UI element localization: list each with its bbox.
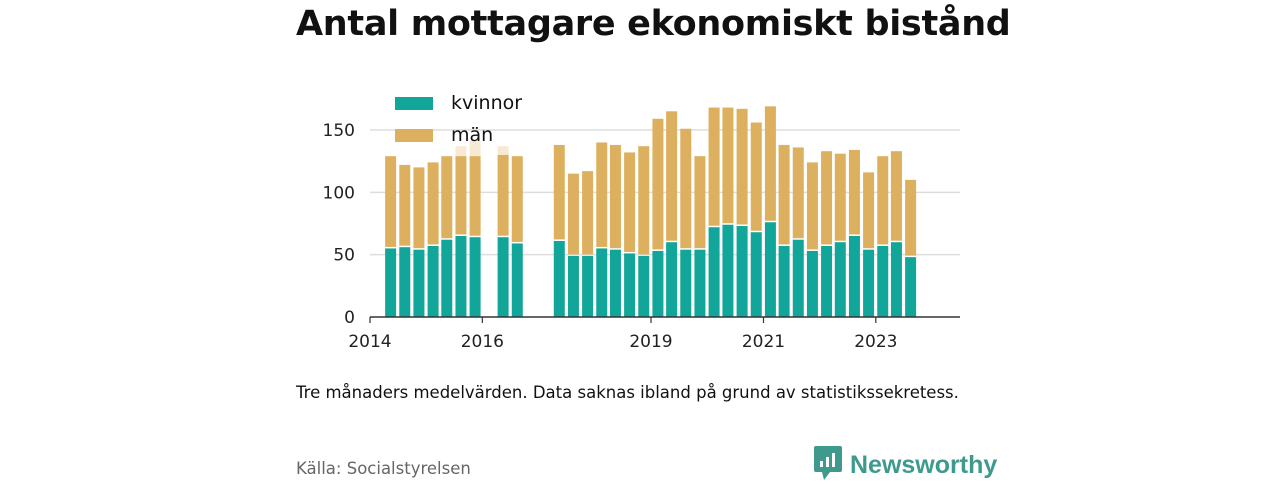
bar-kvinnor (497, 237, 509, 317)
bar-kvinnor (413, 249, 425, 317)
bar-kvinnor (905, 257, 917, 317)
chart-title: Antal mottagare ekonomiskt bistånd (296, 4, 1011, 44)
bar-man (778, 144, 790, 245)
bar-kvinnor (708, 227, 720, 317)
bar-man (567, 173, 579, 255)
bar-kvinnor (736, 225, 748, 317)
bar-kvinnor (567, 255, 579, 317)
bar-man (399, 164, 411, 246)
y-tick-label: 150 (323, 121, 355, 141)
bar-man (736, 108, 748, 225)
bar-man (441, 156, 453, 239)
bar-kvinnor (511, 243, 523, 317)
bar-kvinnor (877, 245, 889, 317)
bar-kvinnor (666, 242, 678, 317)
bar-man (624, 152, 636, 252)
bar-man (497, 154, 509, 236)
bar-man (427, 162, 439, 245)
bar-kvinnor (792, 239, 804, 317)
brand-name: Newsworthy (850, 450, 998, 479)
x-tick-label: 2023 (854, 332, 897, 352)
bar-man (821, 151, 833, 245)
bar-man (834, 153, 846, 241)
y-tick-label: 0 (344, 308, 355, 328)
bar-kvinnor (624, 253, 636, 317)
bar-man (652, 118, 664, 250)
bar-kvinnor (778, 245, 790, 317)
bar-man (511, 156, 523, 242)
bar-kvinnor (553, 240, 565, 317)
legend-swatch (395, 97, 433, 110)
bar-man (848, 149, 860, 235)
bar-man (638, 146, 650, 255)
bar-kvinnor (680, 249, 692, 317)
bar-man (413, 167, 425, 249)
y-tick-label: 100 (323, 183, 355, 203)
bar-man (806, 162, 818, 250)
x-tick-label: 2016 (461, 332, 504, 352)
x-tick-label: 2014 (348, 332, 391, 352)
bar-kvinnor (596, 248, 608, 317)
bar-man (609, 144, 621, 249)
legend-swatch (395, 129, 433, 142)
source-text: Källa: Socialstyrelsen (296, 459, 471, 478)
bar-man (385, 156, 397, 247)
newsworthy-logo-icon (814, 446, 842, 484)
bar-kvinnor (399, 247, 411, 317)
bar-faded (469, 141, 481, 157)
bar-kvinnor (863, 249, 875, 317)
bar-man (553, 144, 565, 240)
bar-kvinnor (441, 239, 453, 317)
bar-kvinnor (764, 222, 776, 317)
bar-man (792, 147, 804, 239)
x-tick-label: 2019 (629, 332, 672, 352)
bar-kvinnor (694, 249, 706, 317)
bar-kvinnor (652, 250, 664, 317)
bar-kvinnor (821, 245, 833, 317)
bar-man (863, 172, 875, 249)
bar-man (877, 156, 889, 245)
bar-kvinnor (385, 248, 397, 317)
bar-man (708, 107, 720, 226)
y-tick-label: 50 (333, 246, 355, 266)
bar-man (722, 107, 734, 224)
brand-logo[interactable]: Newsworthy (814, 446, 997, 484)
bar-man (764, 106, 776, 221)
bar-man (694, 156, 706, 249)
bar-kvinnor (806, 250, 818, 317)
bar-kvinnor (848, 235, 860, 317)
bar-kvinnor (609, 249, 621, 317)
bar-man (455, 156, 467, 235)
bar-kvinnor (722, 224, 734, 317)
bar-man (890, 151, 902, 241)
bar-kvinnor (834, 242, 846, 317)
bar-kvinnor (638, 255, 650, 317)
bar-faded (497, 146, 509, 155)
bar-man (680, 128, 692, 249)
bar-man (596, 142, 608, 247)
bar-faded (455, 146, 467, 157)
chart-note: Tre månaders medelvärden. Data saknas ib… (296, 383, 959, 402)
bar-kvinnor (582, 255, 594, 317)
legend-label: kvinnor (451, 92, 522, 114)
x-tick-label: 2021 (742, 332, 785, 352)
bar-man (469, 156, 481, 236)
bar-kvinnor (890, 242, 902, 317)
bar-kvinnor (469, 237, 481, 317)
bar-kvinnor (455, 235, 467, 317)
bar-man (750, 122, 762, 231)
bar-kvinnor (427, 245, 439, 317)
bar-man (666, 111, 678, 241)
bar-man (582, 171, 594, 255)
bar-kvinnor (750, 232, 762, 317)
bar-man (905, 179, 917, 256)
legend-label: män (451, 124, 493, 146)
